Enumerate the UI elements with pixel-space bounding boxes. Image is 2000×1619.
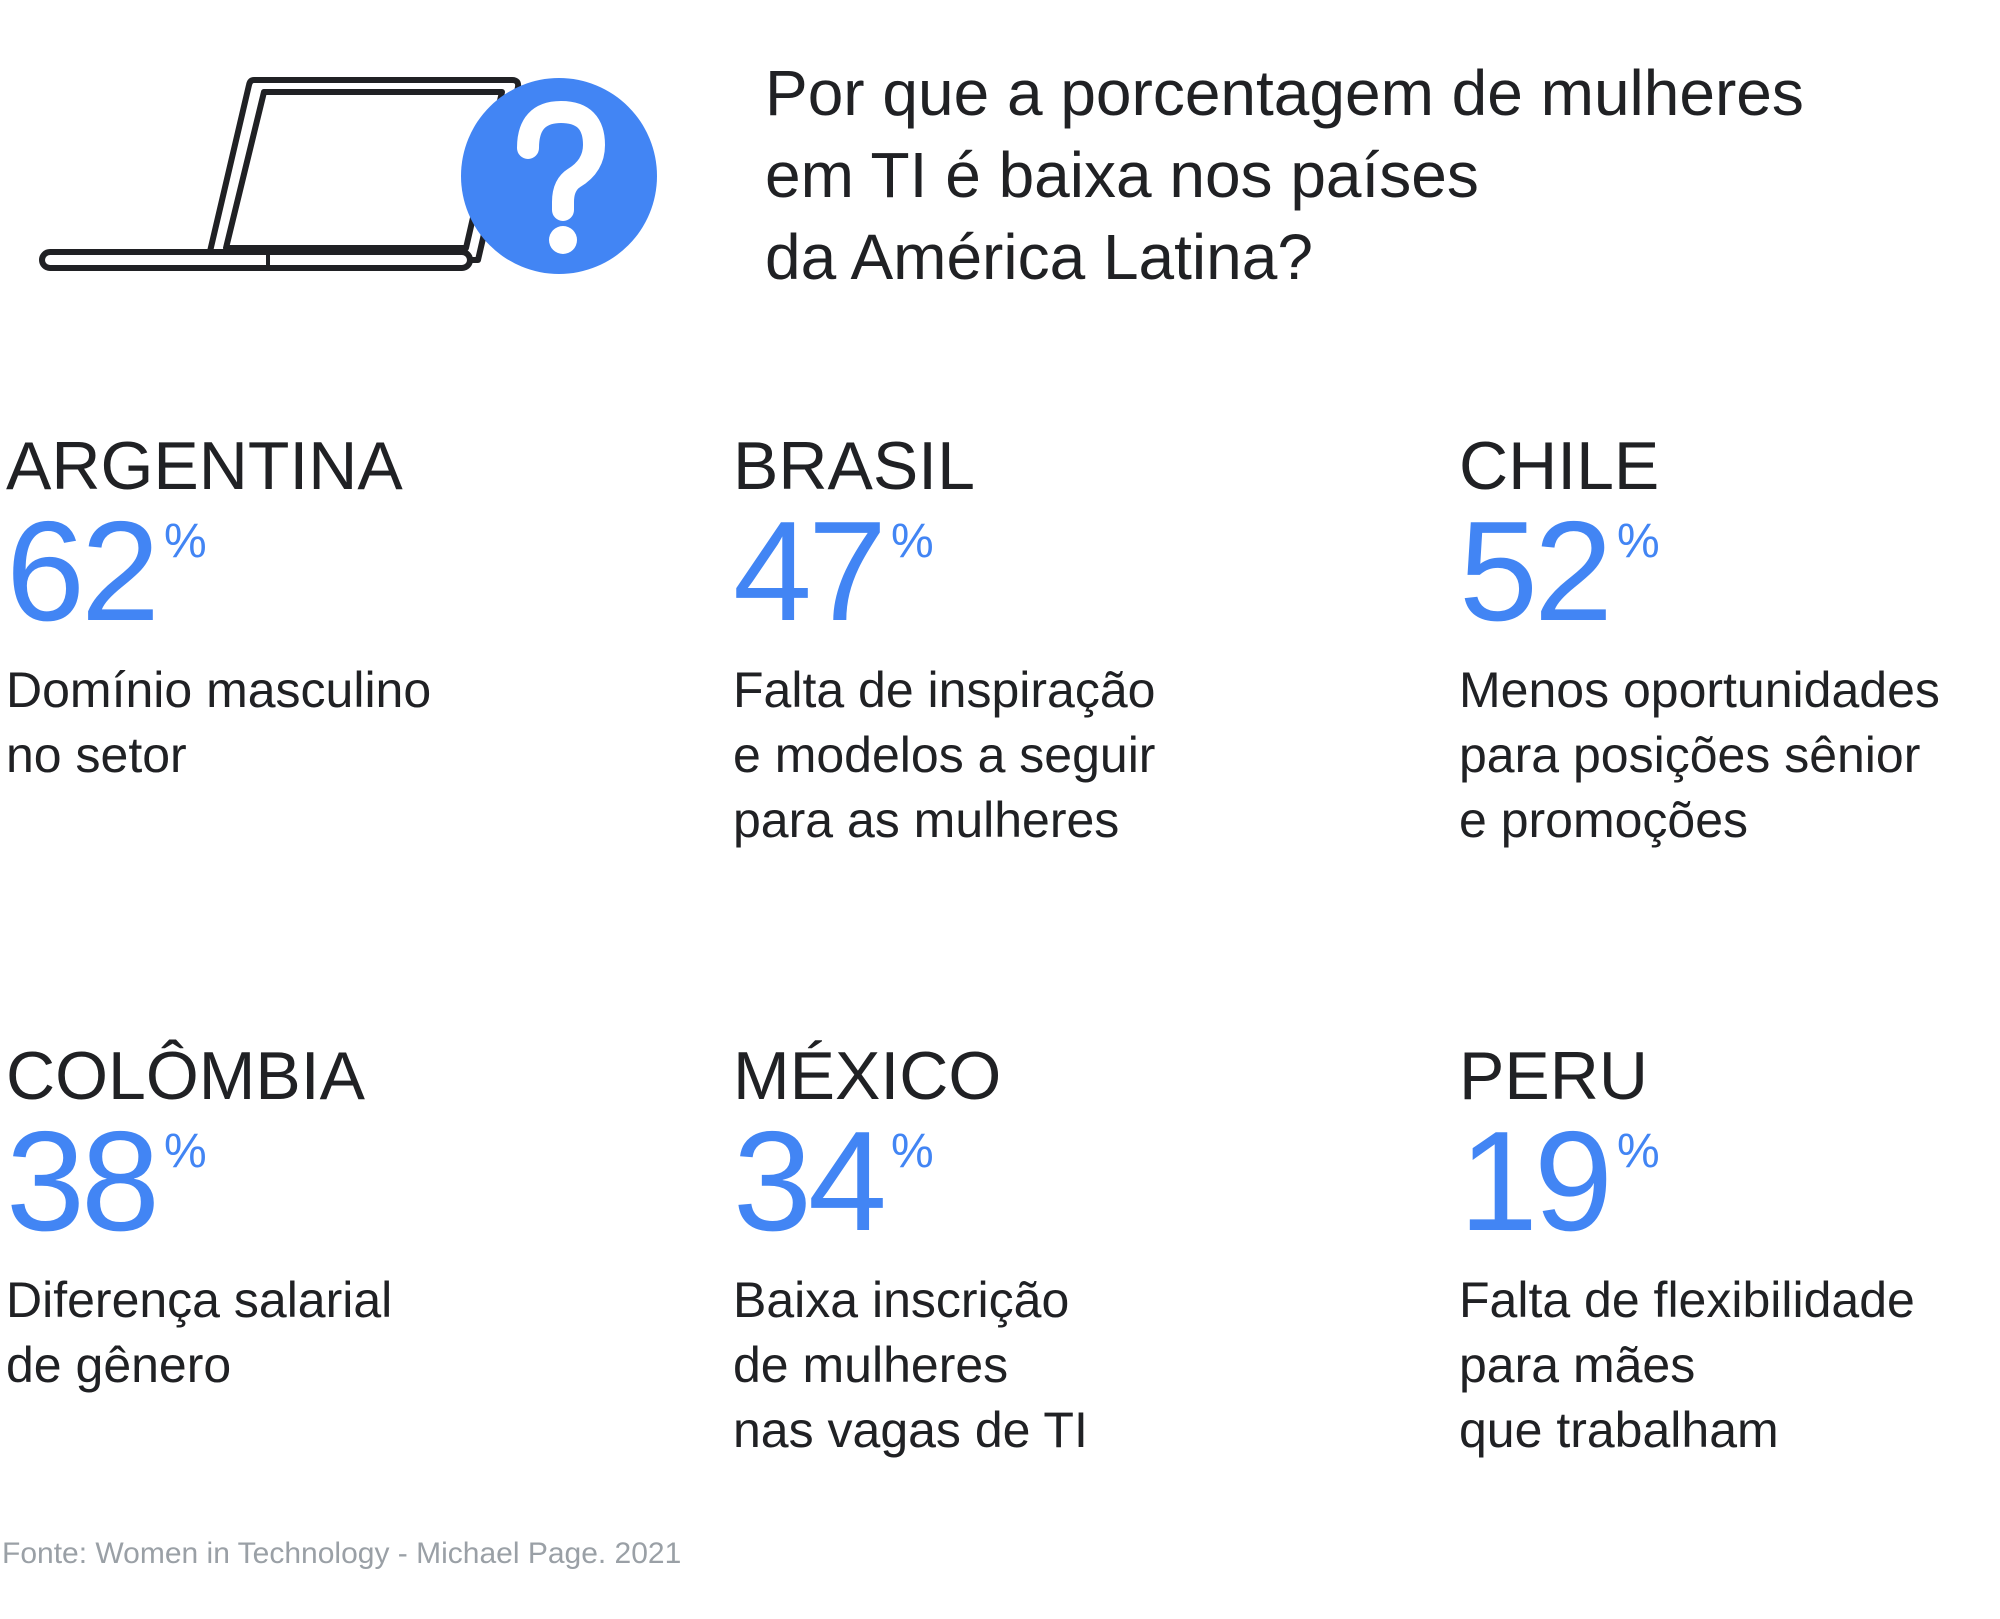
stat-value: 47% xyxy=(733,492,1433,651)
question-mark-icon xyxy=(461,78,657,274)
percent-sign: % xyxy=(1616,1125,1660,1178)
percent-number: 38 xyxy=(6,1102,160,1261)
reason-line: e modelos a seguir xyxy=(733,727,1156,783)
laptop-icon xyxy=(39,77,657,274)
stat-value: 34% xyxy=(733,1102,1433,1261)
percent-number: 34 xyxy=(733,1102,887,1261)
country-card-peru: PERU 19% Falta de flexibilidade para mãe… xyxy=(1459,1036,2000,1463)
stat-value: 38% xyxy=(6,1102,706,1261)
percent-number: 62 xyxy=(6,492,160,651)
reason-line: de gênero xyxy=(6,1337,232,1393)
laptop-question-illustration xyxy=(38,70,668,280)
stat-value: 19% xyxy=(1459,1102,2000,1261)
percent-number: 47 xyxy=(733,492,887,651)
country-card-argentina: ARGENTINA 62% Domínio masculino no setor xyxy=(6,426,706,788)
title-line: em TI é baixa nos países xyxy=(765,139,1479,211)
country-card-chile: CHILE 52% Menos oportunidades para posiç… xyxy=(1459,426,2000,853)
reason-line: Domínio masculino xyxy=(6,662,432,718)
country-name: BRASIL xyxy=(733,428,975,504)
country-name: MÉXICO xyxy=(733,1038,1002,1114)
country-reason: Falta de flexibilidade para mães que tra… xyxy=(1459,1268,2000,1463)
stat-value: 52% xyxy=(1459,492,2000,651)
country-name: ARGENTINA xyxy=(6,428,403,504)
country-reason: Baixa inscrição de mulheres nas vagas de… xyxy=(733,1268,1433,1463)
title-line: Por que a porcentagem de mulheres xyxy=(765,57,1804,129)
percent-sign: % xyxy=(890,1125,934,1178)
percent-sign: % xyxy=(163,1125,207,1178)
reason-line: para mães xyxy=(1459,1337,1696,1393)
country-name: COLÔMBIA xyxy=(6,1038,365,1114)
country-reason: Falta de inspiração e modelos a seguir p… xyxy=(733,658,1433,853)
reason-line: Falta de inspiração xyxy=(733,662,1156,718)
reason-line: no setor xyxy=(6,727,187,783)
reason-line: para as mulheres xyxy=(733,792,1120,848)
stat-value: 62% xyxy=(6,492,706,651)
country-reason: Diferença salarial de gênero xyxy=(6,1268,706,1398)
reason-line: e promoções xyxy=(1459,792,1749,848)
country-reason: Domínio masculino no setor xyxy=(6,658,706,788)
percent-number: 19 xyxy=(1459,1102,1613,1261)
country-card-colombia: COLÔMBIA 38% Diferença salarial de gêner… xyxy=(6,1036,706,1398)
reason-line: Baixa inscrição xyxy=(733,1272,1070,1328)
country-name: PERU xyxy=(1459,1038,1648,1114)
page-title: Por que a porcentagem de mulheres em TI … xyxy=(765,52,1945,298)
country-card-mexico: MÉXICO 34% Baixa inscrição de mulheres n… xyxy=(733,1036,1433,1463)
reason-line: Diferença salarial xyxy=(6,1272,393,1328)
reason-line: nas vagas de TI xyxy=(733,1402,1088,1458)
title-line: da América Latina? xyxy=(765,221,1313,293)
source-note: Fonte: Women in Technology - Michael Pag… xyxy=(2,1537,682,1570)
reason-line: para posições sênior xyxy=(1459,727,1921,783)
percent-number: 52 xyxy=(1459,492,1613,651)
percent-sign: % xyxy=(1616,515,1660,568)
country-name: CHILE xyxy=(1459,428,1660,504)
reason-line: Menos oportunidades xyxy=(1459,662,1940,718)
reason-line: de mulheres xyxy=(733,1337,1009,1393)
country-reason: Menos oportunidades para posições sênior… xyxy=(1459,658,2000,853)
reason-line: que trabalham xyxy=(1459,1402,1779,1458)
country-card-brasil: BRASIL 47% Falta de inspiração e modelos… xyxy=(733,426,1433,853)
percent-sign: % xyxy=(890,515,934,568)
percent-sign: % xyxy=(163,515,207,568)
reason-line: Falta de flexibilidade xyxy=(1459,1272,1915,1328)
